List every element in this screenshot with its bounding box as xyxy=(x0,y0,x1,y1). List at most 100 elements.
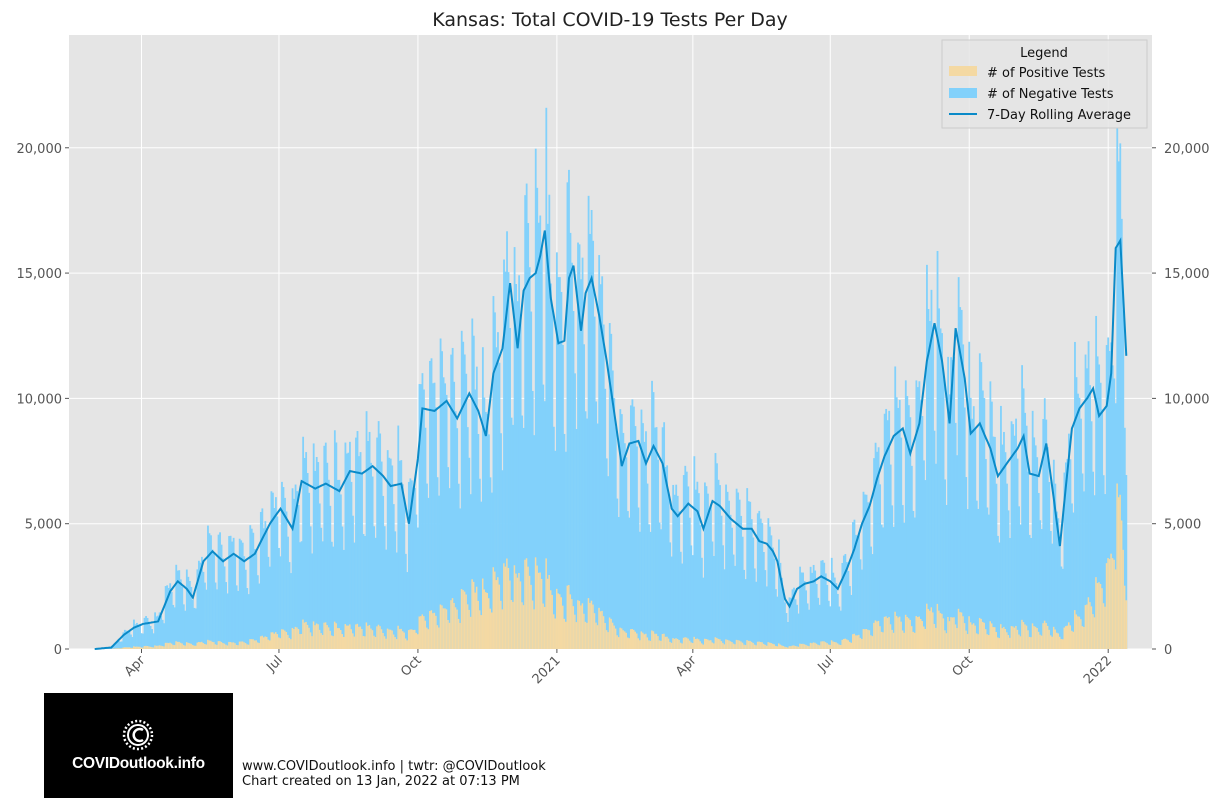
negative-tests-bar xyxy=(969,397,972,649)
negative-tests-bar xyxy=(130,634,132,649)
positive-tests-bar xyxy=(142,647,144,649)
positive-tests-bar xyxy=(1010,626,1013,649)
negative-tests-bar xyxy=(781,577,783,649)
positive-tests-bar xyxy=(835,642,838,649)
negative-tests-bar xyxy=(791,589,794,649)
positive-tests-bar xyxy=(432,613,434,649)
positive-tests-bar xyxy=(939,613,942,649)
negative-tests-bar xyxy=(213,552,215,649)
positive-tests-bar xyxy=(729,641,732,649)
positive-tests-bar xyxy=(847,640,850,649)
negative-tests-bar xyxy=(678,511,681,649)
negative-tests-bar xyxy=(330,541,333,649)
positive-tests-bar xyxy=(655,633,658,649)
positive-tests-bar xyxy=(359,626,362,649)
negative-tests-bar xyxy=(185,569,188,649)
positive-tests-bar xyxy=(495,580,498,649)
positive-tests-bar xyxy=(746,640,749,649)
negative-tests-bar xyxy=(669,542,672,649)
negative-tests-bar xyxy=(864,494,866,649)
positive-tests-bar xyxy=(335,623,338,649)
positive-tests-bar xyxy=(445,609,448,649)
negative-tests-bar xyxy=(1071,503,1073,649)
positive-tests-bar xyxy=(842,638,845,649)
positive-tests-bar xyxy=(497,577,499,649)
negative-tests-bar xyxy=(596,423,599,649)
positive-tests-bar xyxy=(394,637,397,649)
negative-tests-bar xyxy=(489,477,492,649)
positive-tests-bar xyxy=(151,647,153,649)
negative-tests-bar xyxy=(879,484,882,649)
negative-tests-bar xyxy=(898,399,901,649)
negative-tests-bar xyxy=(652,392,655,649)
positive-tests-bar xyxy=(806,645,809,649)
negative-tests-bar xyxy=(480,501,483,649)
negative-tests-bar xyxy=(880,524,883,649)
positive-tests-bar xyxy=(332,636,335,649)
negative-tests-bar xyxy=(497,332,499,649)
positive-tests-bar xyxy=(688,640,691,649)
negative-tests-bar xyxy=(1101,409,1104,649)
positive-tests-bar xyxy=(122,647,125,649)
negative-tests-bar xyxy=(592,240,595,649)
y-tick-label-right: 15,000 xyxy=(1164,267,1210,282)
negative-tests-bar xyxy=(1009,538,1011,649)
positive-tests-bar xyxy=(220,642,223,649)
positive-tests-bar xyxy=(882,632,885,649)
negative-tests-bar xyxy=(1078,397,1081,649)
positive-tests-bar xyxy=(631,629,634,649)
negative-tests-bar xyxy=(658,522,661,649)
positive-tests-bar xyxy=(388,629,391,649)
positive-tests-bar xyxy=(913,632,916,649)
negative-tests-bar xyxy=(1000,405,1002,649)
negative-tests-bar xyxy=(713,556,715,649)
negative-tests-bar xyxy=(788,597,791,649)
negative-tests-bar xyxy=(821,560,824,649)
negative-tests-bar xyxy=(886,420,889,649)
negative-tests-bar xyxy=(986,507,989,649)
negative-tests-bar xyxy=(888,410,891,649)
negative-tests-bar xyxy=(392,504,395,649)
negative-tests-bar xyxy=(454,411,457,649)
legend-title: Legend xyxy=(1020,46,1068,61)
negative-tests-bar xyxy=(344,442,347,649)
negative-tests-bar xyxy=(288,562,291,649)
negative-tests-bar xyxy=(655,427,658,649)
positive-tests-bar xyxy=(883,616,886,649)
positive-tests-bar xyxy=(509,580,511,649)
negative-tests-bar xyxy=(228,536,231,649)
positive-tests-bar xyxy=(469,616,472,649)
negative-tests-bar xyxy=(574,373,576,649)
negative-tests-bar xyxy=(527,223,530,650)
negative-tests-bar xyxy=(921,416,924,649)
negative-tests-bar xyxy=(176,570,179,649)
positive-tests-bar xyxy=(895,615,898,649)
negative-tests-bar xyxy=(1016,458,1019,649)
positive-tests-bar xyxy=(1116,483,1119,649)
positive-tests-bar xyxy=(673,638,676,649)
positive-tests-bar xyxy=(486,592,489,649)
negative-tests-bar xyxy=(877,447,880,649)
negative-tests-bar xyxy=(444,383,447,649)
negative-tests-bar xyxy=(636,446,638,649)
negative-tests-bar xyxy=(346,453,348,649)
negative-tests-bar xyxy=(466,427,469,649)
negative-tests-bar xyxy=(948,394,951,649)
credit-line-1[interactable]: www.COVIDoutlook.info | twtr: @COVIDoutl… xyxy=(242,759,546,774)
positive-tests-bar xyxy=(874,620,877,649)
positive-tests-bar xyxy=(309,632,312,649)
negative-tests-bar xyxy=(155,616,158,649)
negative-tests-bar xyxy=(732,554,735,649)
negative-tests-bar xyxy=(246,588,249,649)
negative-tests-bar xyxy=(901,505,904,649)
positive-tests-bar xyxy=(1018,634,1020,649)
negative-tests-bar xyxy=(546,223,549,649)
positive-tests-bar xyxy=(451,598,454,649)
negative-tests-bar xyxy=(648,524,650,649)
negative-tests-bar xyxy=(376,437,379,649)
positive-tests-bar xyxy=(424,620,427,649)
positive-tests-bar xyxy=(137,646,140,649)
negative-tests-bar xyxy=(143,617,146,649)
negative-tests-bar xyxy=(460,330,463,649)
x-tick-label: Jul xyxy=(263,653,285,675)
